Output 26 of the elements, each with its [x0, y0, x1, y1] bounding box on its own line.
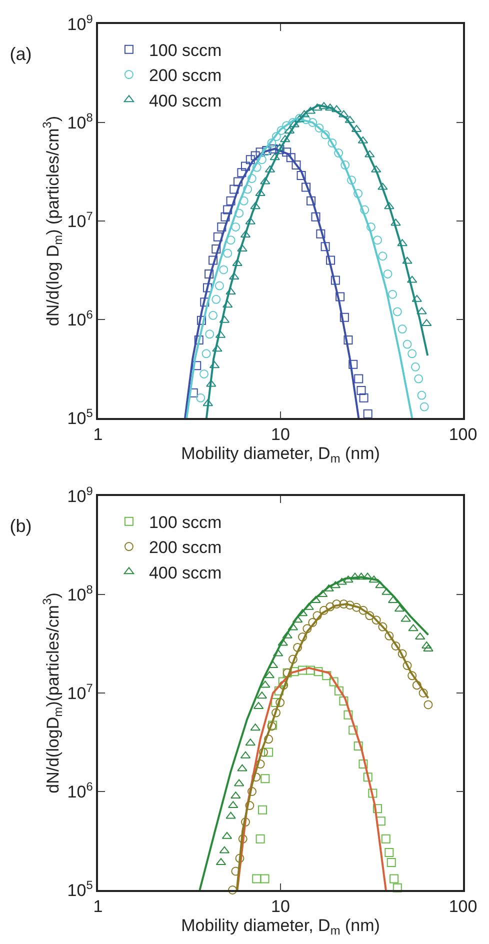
text: (b)	[10, 516, 32, 536]
x-tick-label: 1	[93, 425, 103, 444]
legend-label: 400 sccm	[148, 563, 222, 582]
legend-label: 100 sccm	[148, 513, 222, 532]
x-tick-label: 100	[448, 425, 478, 444]
y-tick-label: 10$^{7}$	[67, 208, 94, 231]
x-tick-label: 10	[271, 897, 290, 916]
x-tick-label: 10	[271, 425, 290, 444]
legend-label: 200 sccm	[148, 538, 222, 558]
y-tick-label: 10$^{6}$	[67, 307, 94, 330]
legend-label: 100 sccm	[148, 41, 222, 60]
x-axis-title: Mobility diameter, D$_{m}$ (nm)	[181, 916, 380, 938]
y-tick-label: 10$^{9}$	[67, 12, 94, 34]
x-axis-title: Mobility diameter, D$_{m}$ (nm)	[181, 444, 380, 466]
y-tick-label: 10$^{5}$	[67, 406, 94, 428]
y-tick-label: 10$^{7}$	[67, 680, 94, 703]
y-tick-label: 10$^{9}$	[67, 484, 94, 506]
x-tick-label: 100	[448, 897, 478, 916]
y-tick-label: 10$^{6}$	[67, 779, 94, 802]
text: (a)	[10, 44, 32, 64]
legend-label: 400 sccm	[148, 91, 222, 110]
y-tick-label: 10$^{8}$	[67, 110, 94, 132]
legend-label: 200 sccm	[148, 66, 222, 86]
x-tick-label: 1	[93, 897, 103, 916]
y-tick-label: 10$^{5}$	[67, 878, 94, 900]
y-tick-label: 10$^{8}$	[67, 582, 94, 604]
